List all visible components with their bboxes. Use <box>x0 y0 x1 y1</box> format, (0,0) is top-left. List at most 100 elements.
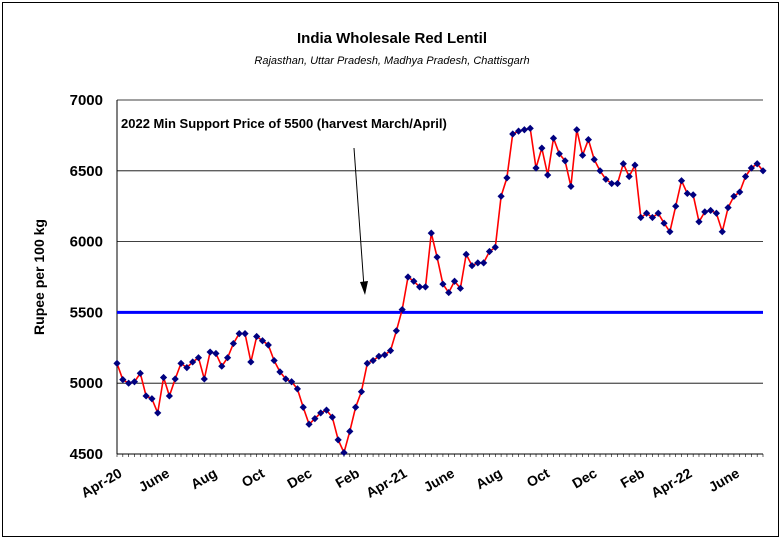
data-point <box>113 359 121 367</box>
data-point <box>474 259 482 267</box>
x-tick-label: Dec <box>569 465 599 492</box>
data-point <box>759 167 767 175</box>
data-point <box>718 228 726 236</box>
data-point <box>130 378 139 386</box>
y-tick-label: 6000 <box>70 234 103 251</box>
chart-subtitle: Rajasthan, Uttar Pradesh, Madhya Pradesh… <box>254 55 529 67</box>
data-point <box>148 395 156 403</box>
y-axis-label: Rupee per 100 kg <box>31 219 47 335</box>
x-tick-label: Dec <box>284 465 314 492</box>
data-point <box>154 409 162 417</box>
data-point <box>753 160 761 168</box>
data-point <box>427 229 435 237</box>
data-point <box>183 364 191 372</box>
data-point <box>567 182 575 190</box>
x-tick-label: June <box>136 465 172 495</box>
series-layer <box>113 124 767 457</box>
data-point <box>369 356 377 365</box>
data-point <box>218 362 226 370</box>
annotation-text: 2022 Min Support Price of 5500 (harvest … <box>121 116 447 131</box>
data-point <box>485 247 494 256</box>
data-point <box>270 356 278 365</box>
data-point <box>404 273 412 281</box>
x-tick-label: Feb <box>332 465 362 491</box>
y-tick-labels: 4500 5000 5500 6000 6500 7000 <box>70 92 103 463</box>
data-point <box>165 392 173 400</box>
x-tick-label: Oct <box>524 465 553 491</box>
data-point <box>514 127 523 135</box>
data-point <box>660 219 668 227</box>
data-point <box>724 204 732 212</box>
data-point <box>340 448 348 457</box>
data-point <box>468 262 476 270</box>
data-point <box>119 376 127 384</box>
data-point <box>253 332 261 341</box>
data-point <box>736 188 744 196</box>
data-point <box>695 218 703 226</box>
data-point <box>177 359 185 367</box>
data-point <box>456 284 464 292</box>
data-point <box>608 179 616 188</box>
data-point <box>235 330 243 338</box>
data-point <box>200 375 208 383</box>
data-point <box>503 174 511 182</box>
x-tick-label: June <box>706 465 742 495</box>
data-point <box>497 192 505 200</box>
data-point <box>381 351 389 359</box>
data-point <box>317 409 325 417</box>
data-point <box>450 277 459 285</box>
data-point <box>701 208 709 216</box>
data-point <box>619 160 627 168</box>
series-line <box>116 127 764 455</box>
data-point <box>287 378 296 386</box>
x-tick-labels: Apr-20 June Aug Oct Dec Feb Apr-21 June Aug Oct De… <box>78 465 742 501</box>
data-point <box>421 283 430 291</box>
data-point <box>677 177 686 185</box>
data-point <box>386 347 395 355</box>
data-point <box>526 124 534 132</box>
data-point <box>125 379 133 387</box>
data-point <box>189 358 197 366</box>
data-point <box>584 136 593 144</box>
data-point <box>573 126 581 134</box>
data-point <box>544 171 552 179</box>
data-point <box>439 280 447 288</box>
data-point <box>625 172 633 181</box>
data-point <box>532 164 540 172</box>
data-point <box>299 403 307 411</box>
data-point <box>741 172 750 181</box>
data-point <box>648 213 657 222</box>
data-point <box>590 155 598 164</box>
data-point <box>194 354 203 362</box>
data-point <box>223 354 232 362</box>
data-point <box>643 209 651 217</box>
x-tick-label: Apr-22 <box>648 465 695 501</box>
data-point <box>555 150 563 158</box>
data-point <box>363 359 371 367</box>
x-tick-label: Apr-20 <box>78 465 125 501</box>
chart-title: India Wholesale Red Lentil <box>297 30 487 47</box>
data-point <box>206 348 214 356</box>
y-tick-label: 7000 <box>70 92 103 109</box>
data-point <box>322 406 331 414</box>
data-point <box>578 151 587 159</box>
data-point <box>282 375 290 383</box>
data-point <box>293 385 302 393</box>
data-point <box>171 375 179 383</box>
data-point <box>549 134 558 142</box>
data-point <box>311 415 319 423</box>
data-point <box>712 209 721 217</box>
data-point <box>241 330 249 338</box>
data-point <box>596 167 604 175</box>
x-tick-label: Oct <box>239 465 268 491</box>
x-tick-label: Aug <box>473 465 505 492</box>
data-point <box>258 337 267 345</box>
data-point <box>613 179 622 188</box>
data-point <box>398 305 406 314</box>
data-point <box>672 202 680 210</box>
data-point <box>142 392 150 400</box>
data-point <box>212 349 220 358</box>
data-point <box>666 228 674 236</box>
data-point <box>462 250 470 258</box>
data-point <box>747 164 755 172</box>
